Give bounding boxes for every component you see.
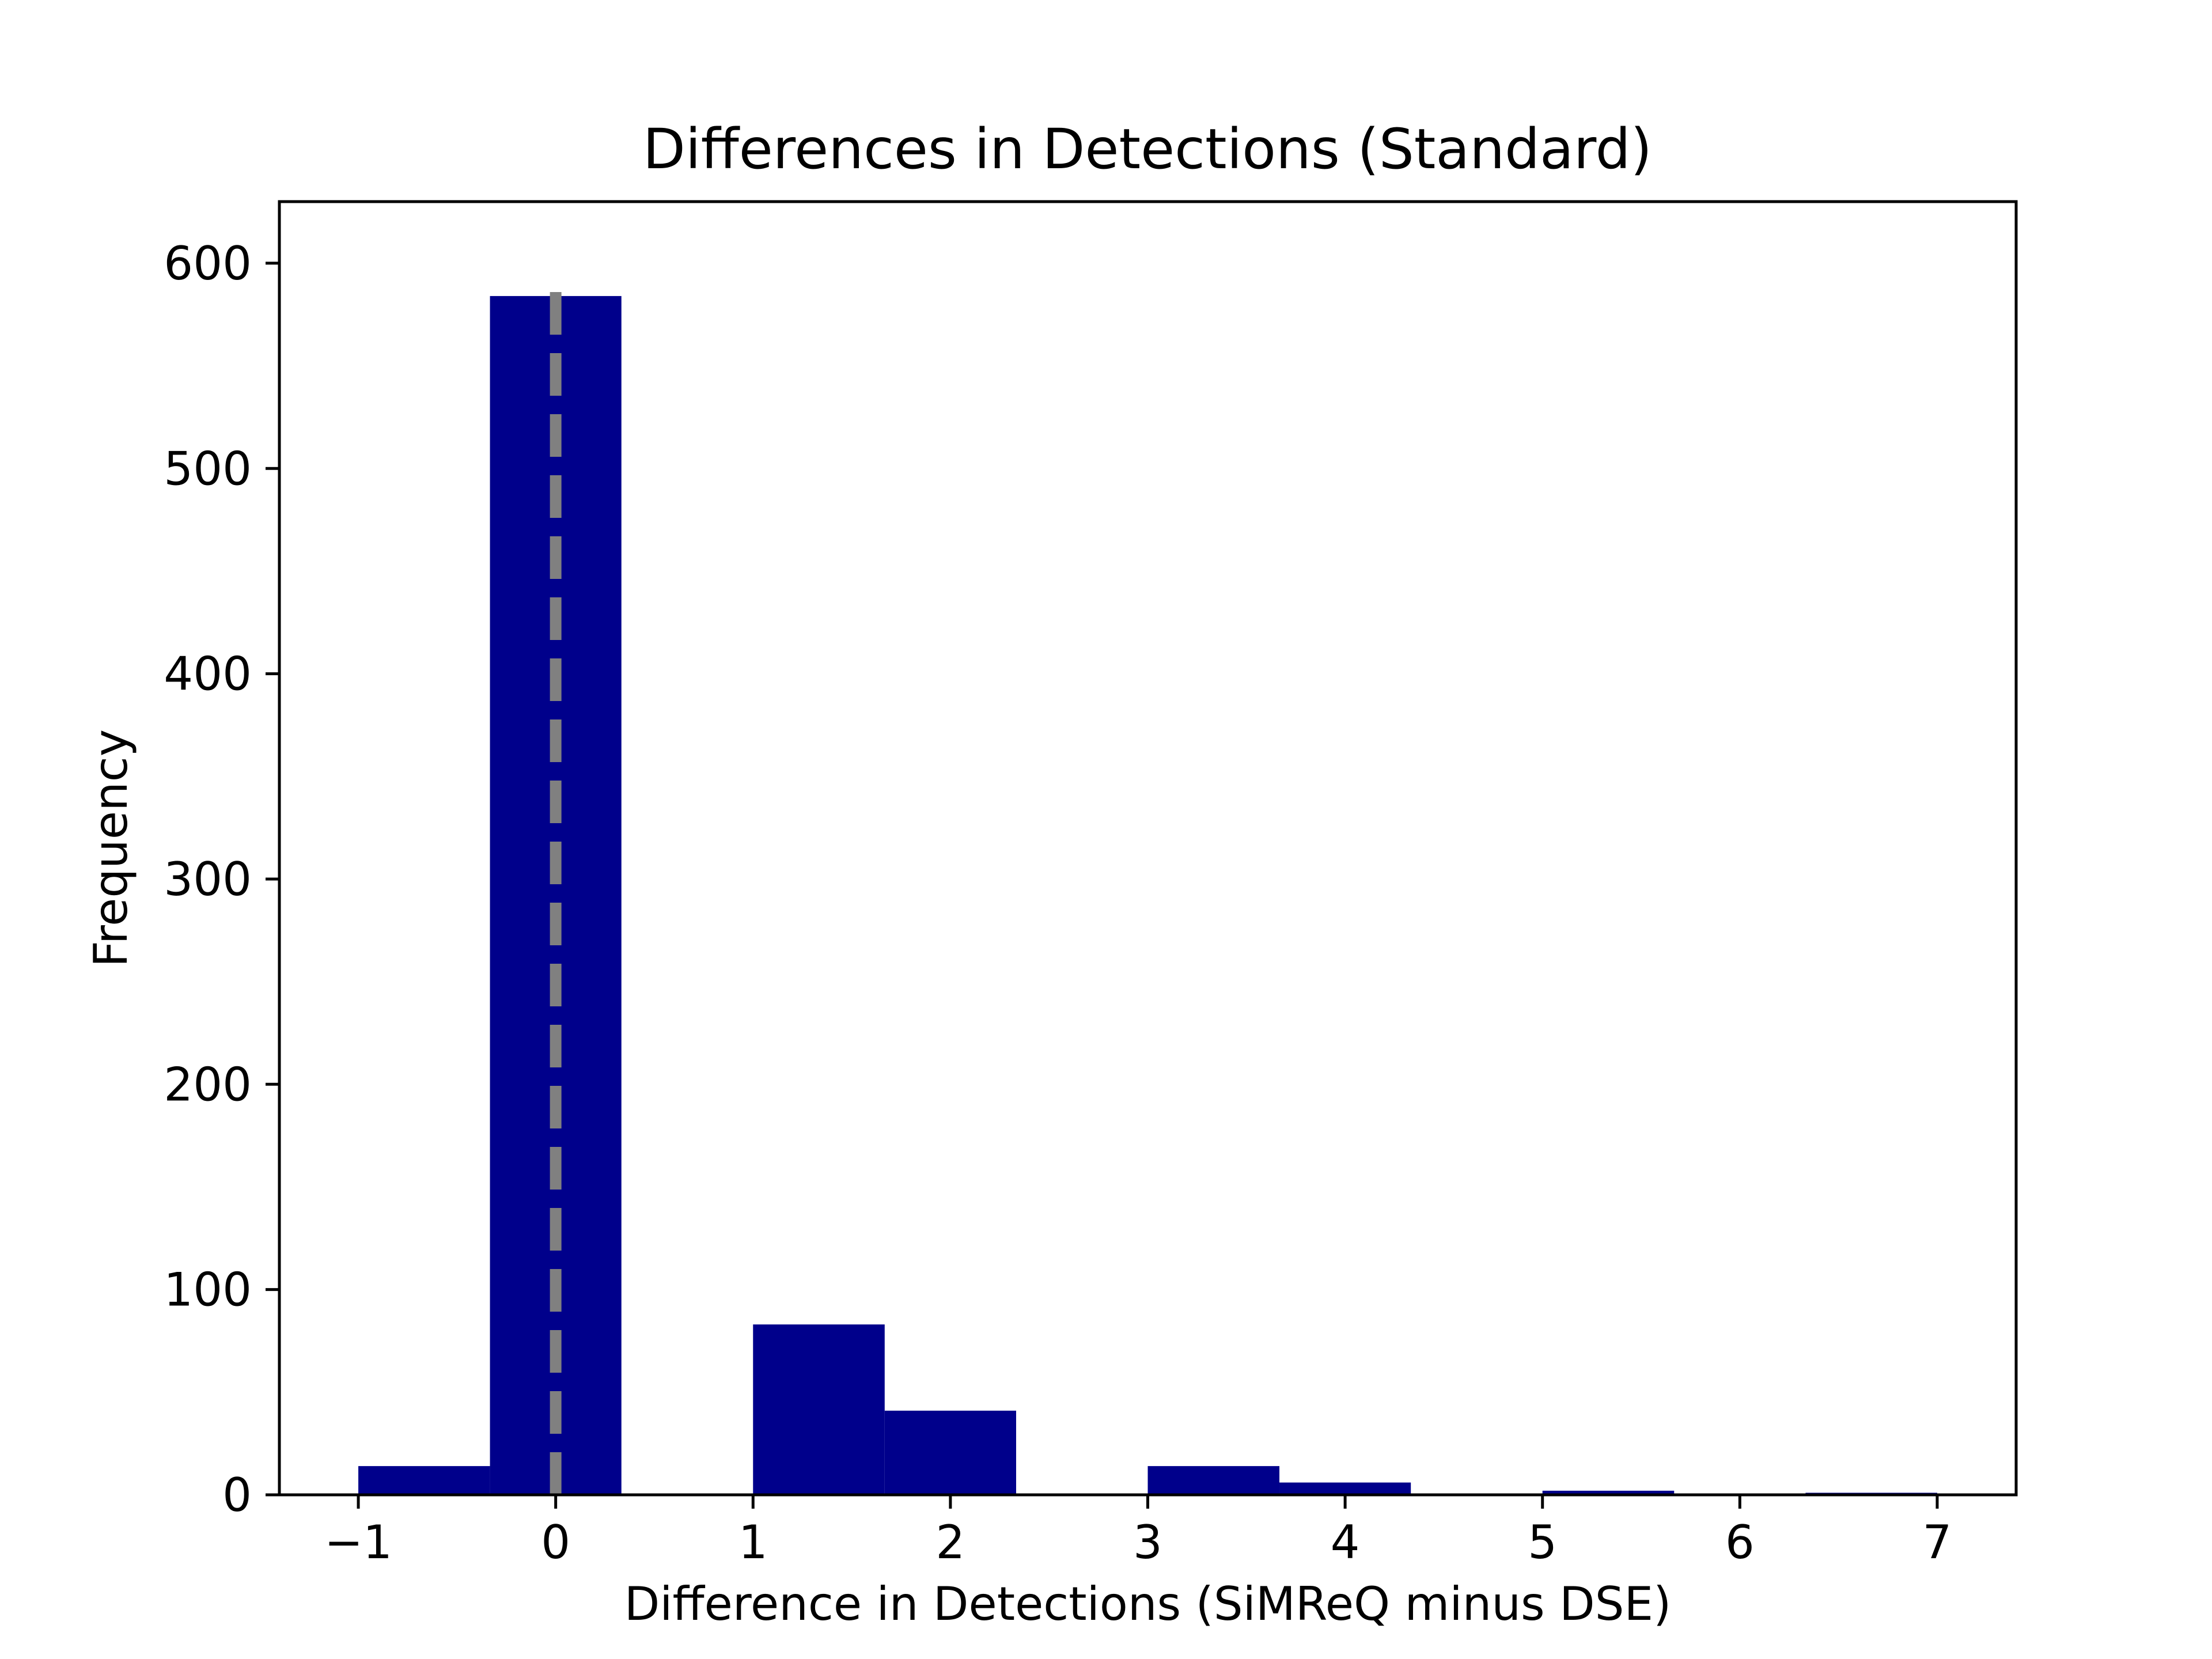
y-tick-label: 200 <box>164 1058 252 1111</box>
y-tick-label: 100 <box>164 1263 252 1317</box>
x-tick-label: 7 <box>1923 1516 1952 1569</box>
x-tick-label: 1 <box>738 1516 768 1569</box>
x-tick-label: −1 <box>324 1516 392 1569</box>
axes-frame <box>278 200 2018 1497</box>
chart-title: Differences in Detections (Standard) <box>643 117 1652 181</box>
histogram-bar <box>884 1410 1016 1495</box>
x-tick-label: 4 <box>1331 1516 1360 1569</box>
y-tick-label: 300 <box>164 853 252 906</box>
y-tick-label: 500 <box>164 442 252 495</box>
x-tick-label: 2 <box>935 1516 965 1569</box>
x-tick-label: 6 <box>1725 1516 1755 1569</box>
y-tick-label: 0 <box>222 1468 252 1522</box>
x-tick-label: 5 <box>1528 1516 1557 1569</box>
histogram-bar <box>1279 1482 1411 1495</box>
histogram-bar <box>1542 1490 1675 1495</box>
y-axis-ticks: 0 100 200 300 400 500 600 <box>164 237 279 1522</box>
x-axis-label: Difference in Detections (SiMReQ minus D… <box>624 1577 1672 1631</box>
x-axis-ticks: −1 0 1 2 3 4 5 6 7 <box>324 1495 1952 1569</box>
histogram-bar <box>753 1324 885 1495</box>
x-tick-label: 0 <box>541 1516 570 1569</box>
histogram-bar <box>358 1466 490 1495</box>
x-tick-label: 3 <box>1133 1516 1162 1569</box>
y-axis-label: Frequency <box>84 729 138 967</box>
y-tick-label: 600 <box>164 237 252 290</box>
histogram-bar <box>1147 1466 1280 1495</box>
y-tick-label: 400 <box>164 647 252 701</box>
